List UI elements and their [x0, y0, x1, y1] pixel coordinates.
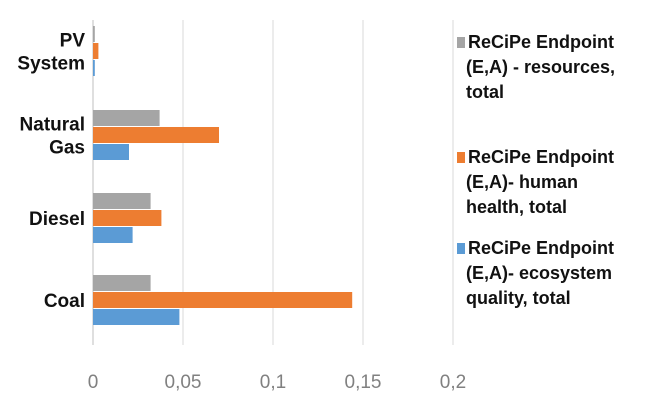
x-tick-label: 0,05 — [165, 372, 202, 393]
bar — [93, 210, 162, 226]
legend-label: total — [466, 82, 504, 102]
legend-label: ReCiPe Endpoint — [468, 147, 614, 167]
bar — [93, 292, 353, 308]
legend-swatch — [457, 152, 465, 163]
category-label: PV — [60, 31, 86, 52]
legend-swatch — [457, 243, 465, 254]
legend-label: ReCiPe Endpoint — [468, 32, 614, 52]
bar — [93, 110, 160, 126]
x-tick-labels: 0 0,05 0,1 0,15 0,2 — [88, 372, 467, 393]
legend-label: (E,A)- human — [466, 172, 578, 192]
bar — [93, 275, 151, 291]
bar — [93, 60, 95, 76]
legend-label: (E,A)- ecosystem — [466, 263, 612, 283]
bar — [93, 309, 180, 325]
bars — [93, 26, 353, 325]
category-label: Coal — [44, 291, 85, 312]
legend-label: (E,A) - resources, — [466, 57, 615, 77]
bar — [93, 127, 219, 143]
x-tick-label: 0,15 — [345, 372, 382, 393]
x-tick-label: 0,1 — [260, 372, 286, 393]
legend-label: ReCiPe Endpoint — [468, 238, 614, 258]
bar — [93, 227, 133, 243]
category-label: Natural — [20, 115, 85, 136]
x-tick-label: 0 — [88, 372, 99, 393]
category-label: Gas — [49, 138, 85, 159]
x-tick-label: 0,2 — [440, 372, 466, 393]
bar — [93, 144, 129, 160]
legend-label: health, total — [466, 197, 567, 217]
bar — [93, 193, 151, 209]
category-label: Diesel — [29, 209, 85, 230]
bar — [93, 43, 99, 59]
bar — [93, 26, 95, 42]
legend-swatch — [457, 37, 465, 48]
legend: ReCiPe Endpoint (E,A) - resources, total Re… — [457, 32, 615, 308]
legend-label: quality, total — [466, 288, 571, 308]
category-label: System — [17, 54, 85, 75]
